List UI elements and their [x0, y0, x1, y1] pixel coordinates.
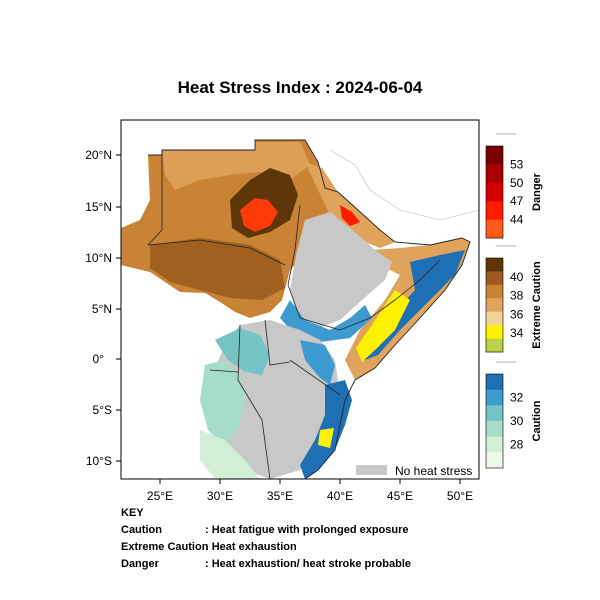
legend-key: KEY Caution : Heat fatigue with prolonged…	[121, 505, 411, 573]
lon-tick-label: 35°E	[267, 489, 293, 503]
colorbar-segment	[486, 182, 503, 202]
key-desc: : Heat fatigue with prolonged exposure	[205, 524, 409, 536]
lon-tick-label: 30°E	[207, 489, 233, 503]
colorbar-segment	[486, 436, 503, 453]
colorbar-tick-label: 30	[510, 414, 524, 428]
colorbar-tick-label: 36	[510, 307, 524, 321]
country-borders	[147, 150, 441, 479]
colorbar-segment	[486, 325, 503, 340]
map-frame	[120, 119, 480, 480]
border-sudan-chad	[147, 150, 163, 246]
colorbar-tick-label: 47	[510, 194, 524, 208]
region-horn-yellow	[356, 290, 410, 362]
colorbar-segment	[486, 219, 503, 239]
colorbar-segment	[486, 421, 503, 438]
key-desc: : Heat exhaustion/ heat stroke probable	[205, 558, 411, 570]
no-heat-stress-label: No heat stress	[395, 464, 472, 478]
colorbar-segment	[486, 284, 503, 299]
colorbar-title: Caution	[531, 400, 543, 441]
lat-tick-label: 5°S	[93, 403, 112, 417]
key-desc: : Heat exhaustion	[205, 541, 297, 553]
colorbar-segment	[486, 452, 503, 469]
colorbar-tick-label: 53	[510, 157, 524, 171]
lon-tick-label: 40°E	[327, 489, 353, 503]
colorbar-tick-label: 38	[510, 289, 524, 303]
lon-tick-label: 50°E	[447, 489, 473, 503]
colorbar-border	[485, 145, 504, 239]
key-term: Extreme Caution	[121, 541, 209, 553]
border-central	[209, 369, 239, 373]
key-row-caution: Caution : Heat fatigue with prolonged exp…	[121, 522, 411, 539]
region-east-africa-caution-light	[200, 360, 245, 445]
lat-tick-label: 0°	[93, 352, 105, 366]
lon-axis: 25°E 30°E 35°E 40°E 45°E 50°E	[147, 479, 473, 503]
no-heat-stress-swatch	[356, 465, 387, 475]
region-lake-victoria-ring	[300, 340, 335, 385]
colorbar-segment	[486, 374, 503, 391]
colorbar-tick-label: 44	[510, 213, 524, 227]
colorbar-segment	[486, 258, 503, 272]
region-east-africa-caution	[215, 328, 270, 375]
arabian-coast-line	[329, 149, 479, 221]
lat-tick-label: 10°N	[85, 251, 112, 265]
border-ethiopia-west	[287, 204, 301, 319]
region-ethiopia-no-stress	[290, 212, 392, 328]
continent-outline	[148, 139, 471, 479]
colorbar-tick-label: 50	[510, 176, 524, 190]
colorbar-legend: 53 50 47 44 Danger 40 38 36 34 Extreme Caution 32 3…	[485, 133, 543, 469]
colorbar-segment	[486, 311, 503, 326]
lat-tick-label: 5°N	[92, 302, 112, 316]
colorbar-tick-label: 28	[510, 438, 524, 452]
key-row-extreme-caution: Extreme Caution: Heat exhaustion	[121, 539, 411, 556]
key-term: Danger	[121, 558, 159, 570]
colorbar-border	[485, 257, 504, 353]
lat-tick-label: 10°S	[86, 454, 112, 468]
region-coast-danger	[340, 205, 360, 226]
key-term: Caution	[121, 524, 162, 536]
border-kenya-tanzania	[289, 359, 341, 396]
border-somalia-ethiopia	[394, 259, 441, 301]
lat-axis: 20°N 15°N 10°N 5°N 0° 5°S 10°S	[85, 148, 121, 468]
map-title: Heat Stress Index : 2024-06-04	[177, 78, 423, 97]
region-sudan-light	[162, 142, 310, 190]
lat-tick-label: 20°N	[85, 148, 112, 162]
region-coast-yellow	[318, 428, 334, 448]
region-south-sudan-mid	[150, 238, 285, 300]
colorbar-title: Danger	[531, 172, 543, 211]
colorbar-segment	[486, 271, 503, 286]
map-layers	[121, 139, 479, 479]
colorbar-tick-label: 40	[510, 270, 524, 284]
lon-tick-label: 45°E	[387, 489, 413, 503]
border-ethiopia-south	[299, 299, 396, 331]
colorbar-segment	[486, 164, 503, 184]
colorbar-tick-label: 32	[510, 391, 524, 405]
region-red-sea-coast	[305, 162, 395, 248]
colorbar-segment	[486, 146, 503, 165]
region-danger-hotspot	[240, 198, 278, 232]
region-southwest-caution	[200, 430, 260, 479]
colorbar-tick-label: 34	[510, 326, 524, 340]
lat-tick-label: 15°N	[85, 200, 112, 214]
colorbar-segment	[486, 405, 503, 422]
colorbar-title: Extreme Caution	[531, 261, 543, 349]
colorbar-segment	[486, 298, 503, 313]
colorbar-segment	[486, 338, 503, 353]
border-drc-east	[237, 324, 271, 479]
colorbar-segment	[486, 201, 503, 221]
border-uganda	[264, 319, 291, 366]
colorbar-segment	[486, 389, 503, 406]
key-heading: KEY	[121, 507, 144, 519]
border-sudan-south	[147, 239, 286, 266]
colorbar-border	[485, 373, 504, 469]
key-row-danger: Danger : Heat exhaustion/ heat stroke pro…	[121, 556, 411, 573]
lon-tick-label: 25°E	[147, 489, 173, 503]
